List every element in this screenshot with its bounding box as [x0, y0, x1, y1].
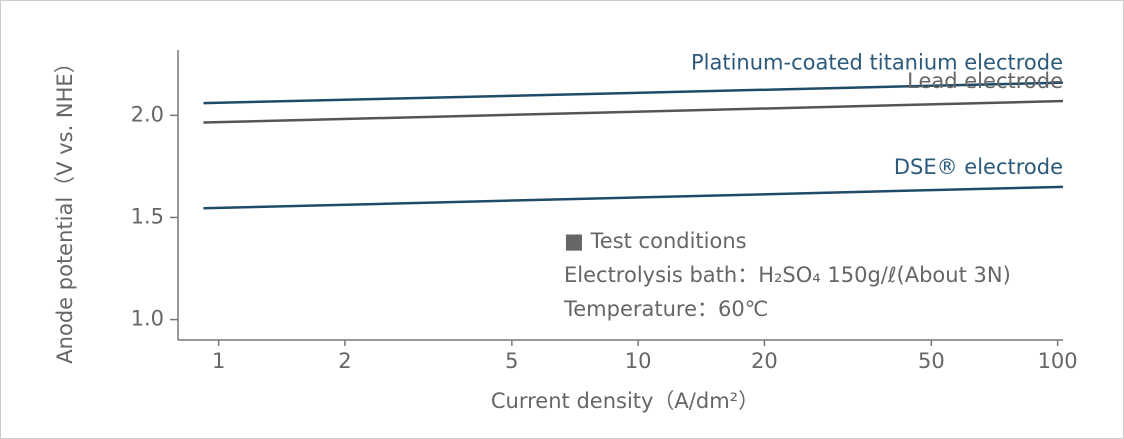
- series-label: Lead electrode: [907, 69, 1063, 93]
- x-tick-label: 100: [1038, 349, 1078, 373]
- y-axis-label: Anode potential（V vs. NHE）: [53, 52, 77, 363]
- series-line: [203, 81, 1064, 105]
- series-label: DSE® electrode: [894, 155, 1063, 179]
- series-line: [203, 99, 1064, 124]
- x-tick-label: 5: [505, 349, 518, 373]
- annotation: Electrolysis bath：H₂SO₄ 150g/ℓ(About 3N): [564, 263, 1011, 287]
- x-tick-label: 10: [625, 349, 652, 373]
- y-tick-label: 2.0: [131, 102, 164, 126]
- annotation: ■ Test conditions: [564, 229, 747, 253]
- x-axis-label: Current density（A/dm²）: [491, 389, 759, 413]
- series-line: [203, 185, 1064, 210]
- annotation: Temperature：60℃: [563, 297, 768, 321]
- x-tick-label: 50: [918, 349, 945, 373]
- x-tick-label: 1: [212, 349, 225, 373]
- series-label: Platinum-coated titanium electrode: [691, 51, 1063, 75]
- x-tick-label: 20: [751, 349, 778, 373]
- y-tick-label: 1.0: [131, 307, 164, 331]
- x-tick-label: 2: [338, 349, 351, 373]
- y-tick-label: 1.5: [131, 204, 164, 228]
